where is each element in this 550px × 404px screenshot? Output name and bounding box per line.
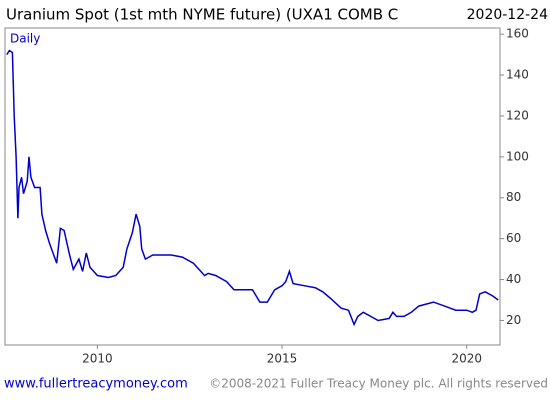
y-tick-label: 20 <box>506 313 521 327</box>
y-tick-label: 140 <box>506 68 529 82</box>
y-tick-label: 80 <box>506 190 521 204</box>
x-tick-label: 2010 <box>82 352 113 366</box>
footer-link[interactable]: www.fullertreacymoney.com <box>4 377 188 392</box>
x-tick-label: 2015 <box>267 352 298 366</box>
x-tick-label: 2020 <box>451 352 482 366</box>
y-tick-label: 40 <box>506 272 521 286</box>
y-tick-label: 60 <box>506 231 521 245</box>
chart-date: 2020-12-24 <box>467 7 548 23</box>
data-line <box>6 49 499 327</box>
series-label: Daily <box>10 32 40 46</box>
footer-copyright: ©2008-2021 Fuller Treacy Money plc. All … <box>209 377 548 391</box>
y-tick-label: 100 <box>506 149 529 163</box>
plot-frame <box>4 27 501 346</box>
y-tick-label: 160 <box>506 27 529 41</box>
date-backdrop <box>470 4 550 26</box>
y-tick-label: 120 <box>506 108 529 122</box>
chart-title: Uranium Spot (1st mth NYME future) (UXA1… <box>6 6 398 24</box>
